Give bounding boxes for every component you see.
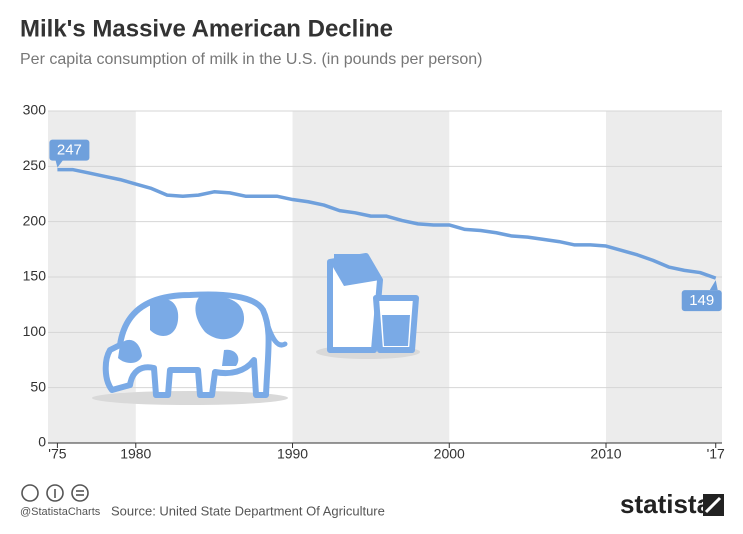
label-pointer <box>709 280 718 291</box>
milk-illustration <box>316 253 420 359</box>
x-tick-label: 1980 <box>120 446 151 462</box>
brand-logo: statista <box>620 489 712 519</box>
line <box>57 167 717 280</box>
x-tick-label: 1990 <box>277 446 308 462</box>
label-box <box>49 139 90 161</box>
y-tick-label: 250 <box>23 157 47 173</box>
chart-subtitle: Per capita consumption of milk in the U.… <box>20 51 482 68</box>
chart-title: Milk's Massive American Decline <box>20 15 393 42</box>
data-label: 247 <box>57 142 82 159</box>
cow-illustration <box>92 291 288 405</box>
label-box <box>681 290 722 312</box>
y-tick-label: 200 <box>23 212 47 228</box>
x-tick-label: '75 <box>48 446 66 462</box>
data-label: 149 <box>689 292 714 309</box>
x-tick-label: 2010 <box>590 446 621 462</box>
y-tick-label: 100 <box>23 323 47 339</box>
label-pointer <box>55 159 64 168</box>
footer-handle: @StatistaCharts <box>20 506 101 518</box>
footer-source: Source: United State Department Of Agric… <box>111 503 385 518</box>
y-tick-label: 0 <box>38 434 46 450</box>
y-tick-label: 50 <box>30 378 46 394</box>
y-tick-label: 300 <box>23 102 47 118</box>
x-tick-label: 2000 <box>434 446 465 462</box>
brand-icon-mark <box>704 496 722 514</box>
license-icons <box>21 484 89 502</box>
plot: 247 149 <box>49 139 722 312</box>
y-tick-label: 150 <box>23 268 47 284</box>
x-tick-label: '17 <box>707 446 725 462</box>
